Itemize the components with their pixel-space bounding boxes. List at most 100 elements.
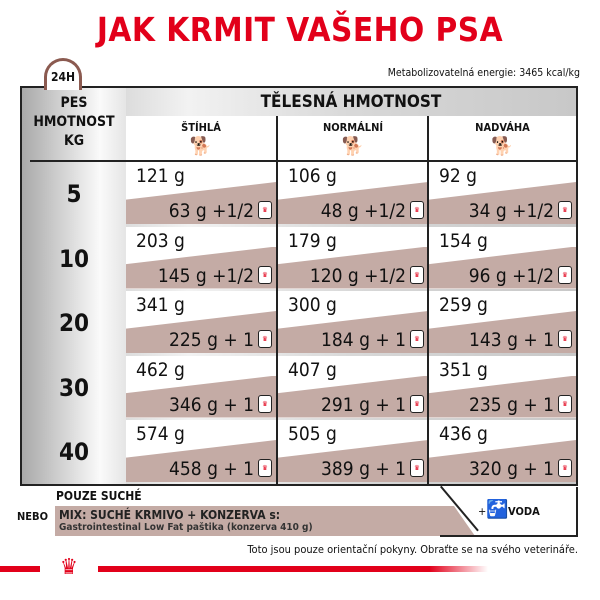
mix-product: Gastrointestinal Low Fat paštika (konzer… (59, 522, 313, 533)
can-icon: ♛ (558, 201, 572, 219)
column-label: NORMÁLNÍ (322, 121, 384, 134)
body-weight-header: TĚLESNÁ HMOTNOST (260, 92, 442, 112)
weight-kg: 40 (58, 438, 90, 466)
table-cell: 203 g 145 g +1/2 ♛ (126, 226, 276, 289)
mix-amount: 145 g +1/2 (157, 264, 254, 287)
header-line: KG (63, 133, 85, 149)
dry-only-label: POUZE SUCHÉ (56, 489, 142, 503)
header-line: PES (60, 95, 88, 111)
brand-line (98, 566, 488, 572)
dry-amount: 121 g (136, 165, 185, 187)
table-cell: 154 g 96 g +1/2 ♛ (429, 226, 576, 289)
can-icon: ♛ (558, 459, 572, 477)
mix-amount: 235 g + 1 (469, 393, 554, 416)
mix-amount: 63 g +1/2 (168, 200, 254, 222)
can-icon: ♛ (410, 330, 424, 348)
dry-amount: 179 g (288, 229, 337, 252)
mix-amount: 120 g +1/2 (309, 264, 406, 287)
can-icon: ♛ (258, 201, 272, 219)
dry-amount: 341 g (136, 294, 185, 316)
mix-amount: 34 g +1/2 (468, 200, 554, 222)
table-cell: 407 g 291 g + 1 ♛ (278, 355, 428, 418)
dry-amount: 407 g (288, 358, 337, 381)
table-cell: 574 g 458 g + 1 ♛ (126, 420, 276, 482)
mix-amount: 184 g + 1 (321, 329, 406, 351)
mix-amount: 291 g + 1 (321, 393, 406, 416)
dry-amount: 462 g (136, 358, 185, 381)
column-header-2: NADVÁHA 🐕 (429, 116, 576, 160)
page-title: JAK KRMIT VAŠEHO PSA (96, 10, 504, 49)
table-cell: 462 g 346 g + 1 ♛ (126, 355, 276, 418)
dry-amount: 92 g (439, 165, 478, 187)
weight-column (22, 88, 126, 484)
column-header-0: ŠTÍHLÁ 🐕 (126, 116, 276, 160)
can-icon: ♛ (410, 201, 424, 219)
can-icon: ♛ (558, 394, 572, 413)
weight-kg: 10 (58, 244, 90, 273)
clock-24h-icon: 24H (44, 58, 82, 90)
column-header-1: NORMÁLNÍ 🐕 (278, 116, 428, 160)
dry-amount: 300 g (288, 294, 337, 316)
weight-kg: 20 (58, 309, 90, 337)
can-icon: ♛ (258, 265, 272, 284)
royal-canin-crown-logo: ♛ (60, 555, 78, 580)
weight-header: PES HMOTNOST KG (22, 94, 126, 151)
column-label: ŠTÍHLÁ (181, 121, 221, 134)
dry-amount: 106 g (288, 165, 337, 187)
water-tap-icon: +🚰 (478, 499, 509, 520)
dog-lean-icon: 🐕 (189, 136, 213, 157)
brand-line (0, 566, 40, 572)
disclaimer: Toto jsou pouze orientační pokyny. Obrať… (247, 543, 578, 556)
can-icon: ♛ (258, 459, 272, 477)
column-label: NADVÁHA (475, 121, 530, 134)
mix-amount: 48 g +1/2 (320, 200, 406, 222)
divider (440, 485, 479, 532)
water-label: VODA (508, 505, 540, 518)
mix-amount: 346 g + 1 (169, 393, 254, 416)
dry-amount: 436 g (439, 423, 488, 445)
dry-amount: 259 g (439, 294, 488, 316)
mix-amount: 96 g +1/2 (468, 264, 554, 287)
mix-legend: MIX: SUCHÉ KRMIVO + KONZERVA s: Gastroin… (55, 506, 475, 536)
can-icon: ♛ (258, 330, 272, 348)
weight-kg: 30 (58, 373, 90, 402)
table-cell: 436 g 320 g + 1 ♛ (429, 420, 576, 482)
table-cell: 106 g 48 g +1/2 ♛ (278, 162, 428, 224)
can-icon: ♛ (410, 459, 424, 477)
water-legend: +🚰 VODA (440, 485, 578, 537)
or-label: NEBO (17, 510, 48, 523)
weight-kg: 5 (66, 180, 82, 208)
divider (30, 160, 576, 162)
plus-sign: + (478, 505, 487, 518)
can-icon: ♛ (258, 394, 272, 413)
mix-amount: 225 g + 1 (169, 329, 254, 351)
can-icon: ♛ (558, 265, 572, 284)
mix-amount: 389 g + 1 (321, 458, 406, 480)
can-icon: ♛ (410, 265, 424, 284)
table-cell: 259 g 143 g + 1 ♛ (429, 291, 576, 353)
table-cell: 341 g 225 g + 1 ♛ (126, 291, 276, 353)
table-cell: 179 g 120 g +1/2 ♛ (278, 226, 428, 289)
can-icon: ♛ (558, 330, 572, 348)
dry-amount: 505 g (288, 423, 337, 445)
dry-amount: 154 g (439, 229, 488, 252)
header-line: HMOTNOST (33, 114, 115, 130)
dog-overweight-icon: 🐕 (491, 136, 514, 157)
column-divider (427, 116, 429, 484)
mix-amount: 320 g + 1 (469, 458, 554, 480)
mix-amount: 458 g + 1 (169, 458, 254, 480)
dry-amount: 574 g (136, 423, 185, 445)
table-cell: 505 g 389 g + 1 ♛ (278, 420, 428, 482)
column-divider (276, 116, 278, 484)
can-icon: ♛ (410, 394, 424, 413)
mix-title: MIX: SUCHÉ KRMIVO + KONZERVA s: (59, 508, 281, 522)
mix-amount: 143 g + 1 (469, 329, 554, 351)
dry-amount: 351 g (439, 358, 488, 381)
table-cell: 351 g 235 g + 1 ♛ (429, 355, 576, 418)
dog-normal-icon: 🐕 (341, 136, 365, 157)
feeding-table: PES HMOTNOST KG TĚLESNÁ HMOTNOST ŠTÍHLÁ 🐕… (20, 86, 578, 486)
energy-info: Metabolizovatelná energie: 3465 kcal/kg (387, 67, 580, 79)
table-cell: 121 g 63 g +1/2 ♛ (126, 162, 276, 224)
table-cell: 92 g 34 g +1/2 ♛ (429, 162, 576, 224)
table-cell: 300 g 184 g + 1 ♛ (278, 291, 428, 353)
